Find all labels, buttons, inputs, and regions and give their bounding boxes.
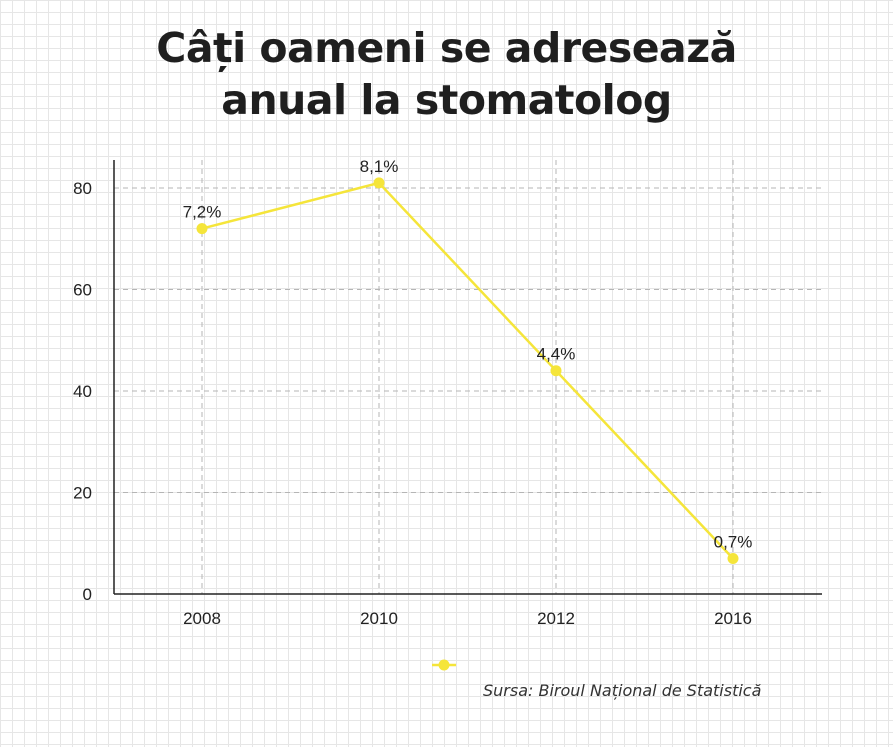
y-tick-label: 60 bbox=[73, 281, 92, 300]
x-tick-label: 2008 bbox=[183, 609, 221, 628]
axes: 0 20 40 60 80 2008 2010 2012 2016 bbox=[73, 160, 822, 628]
data-label: 4,4% bbox=[537, 345, 576, 364]
chart-title: Câți oameni se adresează anual la stomat… bbox=[0, 22, 893, 126]
data-label: 0,7% bbox=[714, 532, 753, 551]
y-tick-label: 80 bbox=[73, 179, 92, 198]
data-point bbox=[196, 223, 208, 235]
source-note: Sursa: Biroul Național de Statistică bbox=[483, 681, 762, 700]
data-label: 8,1% bbox=[360, 157, 399, 176]
legend bbox=[432, 659, 456, 671]
y-tick-label: 20 bbox=[73, 484, 92, 503]
data-point bbox=[727, 552, 739, 564]
y-tick-label: 0 bbox=[83, 585, 92, 604]
series bbox=[196, 177, 739, 564]
data-point bbox=[373, 177, 385, 189]
y-tick-label: 40 bbox=[73, 382, 92, 401]
x-tick-label: 2012 bbox=[537, 609, 575, 628]
x-tick-label: 2016 bbox=[714, 609, 752, 628]
data-labels: 7,2% 8,1% 4,4% 0,7% bbox=[183, 157, 753, 552]
legend-point-marker bbox=[438, 659, 450, 671]
data-label: 7,2% bbox=[183, 203, 222, 222]
chart-title-line-2: anual la stomatolog bbox=[221, 76, 672, 124]
data-point bbox=[550, 365, 562, 377]
x-tick-label: 2010 bbox=[360, 609, 398, 628]
series-line bbox=[201, 181, 734, 560]
chart-title-line-1: Câți oameni se adresează bbox=[156, 24, 737, 72]
